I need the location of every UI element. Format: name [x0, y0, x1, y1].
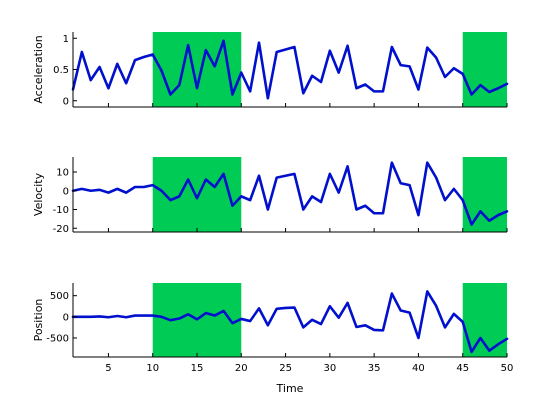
acceleration-y-axis-title: Acceleration [32, 35, 45, 103]
velocity-series-line [71, 161, 509, 226]
position-x-tick-label: 40 [412, 363, 425, 374]
velocity-y-tick-label: 10 [56, 168, 69, 179]
position-x-tick-label: 20 [235, 363, 248, 374]
acceleration-plot-area [73, 32, 507, 107]
position-y-tick-label: 500 [50, 291, 69, 302]
position-x-tick-label: 35 [368, 363, 381, 374]
position-y-tick-label: 0 [63, 312, 69, 323]
velocity-y-tick-label: -10 [53, 205, 69, 216]
acceleration-y-tick-label: 0.5 [53, 65, 69, 76]
velocity-y-tick-label: 0 [63, 186, 69, 197]
position-x-axis-title: Time [276, 382, 304, 395]
velocity-y-tick-label: -20 [53, 224, 69, 235]
acceleration-panel: 0 0.5 1 Acceleration [32, 32, 509, 108]
position-x-tick-label: 50 [501, 363, 514, 374]
acceleration-highlight-region-1 [462, 32, 507, 107]
position-y-tick-label: -500 [46, 333, 69, 344]
velocity-highlight-region-0 [152, 157, 242, 232]
acceleration-y-tick-label: 0 [63, 96, 69, 107]
position-plot-area [73, 283, 507, 357]
position-x-tick-label: 25 [279, 363, 292, 374]
position-series-line [71, 290, 509, 354]
velocity-panel: 10 0 -10 -20 Velocity [32, 157, 509, 235]
position-x-tick-label: 45 [456, 363, 469, 374]
acceleration-series-line [71, 39, 509, 100]
acceleration-y-tick-label: 1 [63, 34, 69, 45]
position-x-tick-label: 10 [146, 363, 159, 374]
position-x-tick-label: 30 [323, 363, 336, 374]
position-x-tick-label: 15 [191, 363, 204, 374]
velocity-plot-area [73, 157, 507, 232]
acceleration-highlight-region-0 [152, 32, 242, 107]
velocity-y-axis-title: Velocity [32, 172, 45, 216]
position-x-tick-label: 5 [105, 363, 111, 374]
position-y-axis-title: Position [32, 299, 45, 342]
